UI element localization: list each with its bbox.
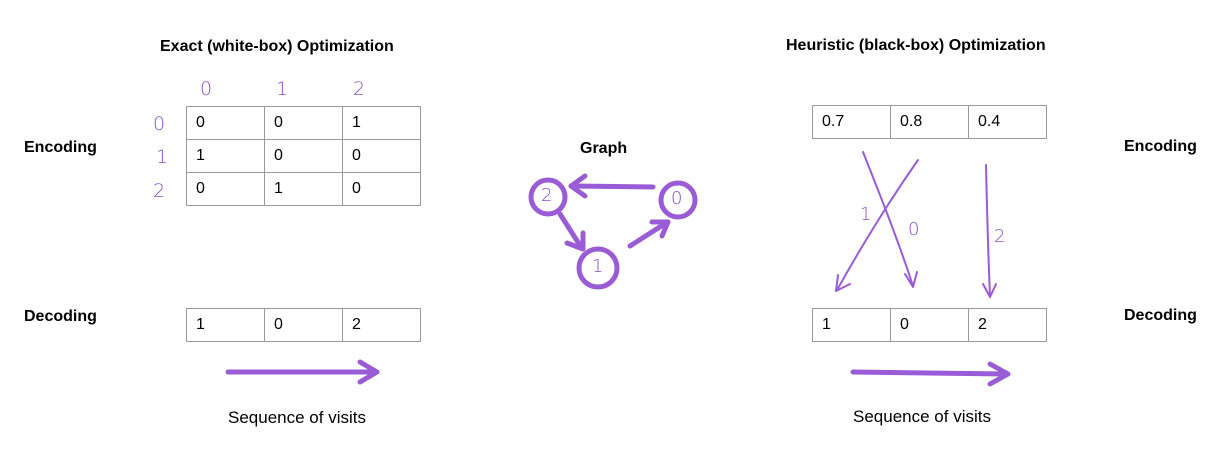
decoding-cell: 2 bbox=[968, 308, 1047, 342]
right-decoding-row: 1 0 2 bbox=[812, 308, 1047, 342]
right-decoding-label: Decoding bbox=[1124, 307, 1197, 324]
graph-node-1-label: 1 bbox=[592, 256, 604, 277]
matrix-cell: 0 bbox=[186, 106, 265, 140]
matrix-row: 0 1 0 bbox=[186, 172, 421, 206]
decoding-cell: 2 bbox=[342, 308, 421, 342]
graph-node-1-circle bbox=[576, 246, 620, 290]
edge-0-to-2 bbox=[568, 173, 656, 199]
matrix-row: 0 0 1 bbox=[186, 106, 421, 140]
matrix-cell: 1 bbox=[342, 106, 421, 140]
left-title: Exact (white-box) Optimization bbox=[160, 38, 394, 55]
encoding-matrix: 0 0 1 1 0 0 0 1 0 bbox=[186, 106, 421, 206]
left-sequence-arrow bbox=[225, 359, 380, 385]
encoding-cell: 0.7 bbox=[812, 105, 891, 139]
arrow-label-2: 2 bbox=[994, 226, 1006, 247]
arrow-to-second-position bbox=[862, 151, 918, 288]
row-header-2: 2 bbox=[153, 180, 166, 202]
graph-node-2-label: 2 bbox=[541, 185, 553, 206]
graph-node-0-label: 0 bbox=[671, 188, 683, 209]
right-caption: Sequence of visits bbox=[853, 407, 991, 426]
decoding-cell: 0 bbox=[890, 308, 969, 342]
right-encoding-row: 0.7 0.8 0.4 bbox=[812, 105, 1047, 139]
matrix-cell: 0 bbox=[264, 106, 343, 140]
edge-1-to-0 bbox=[627, 219, 671, 249]
decoding-row: 1 0 2 bbox=[186, 308, 421, 342]
encoding-row: 0.7 0.8 0.4 bbox=[812, 105, 1047, 139]
arrow-to-third-position bbox=[982, 164, 997, 298]
arrow-label-0: 0 bbox=[908, 219, 920, 240]
left-decoding-row: 1 0 2 bbox=[186, 308, 421, 342]
graph-node-2-circle bbox=[528, 177, 568, 217]
column-header-2: 2 bbox=[353, 78, 366, 100]
decoding-row: 1 0 2 bbox=[812, 308, 1047, 342]
graph-node-0-circle bbox=[658, 180, 698, 220]
matrix-cell: 0 bbox=[186, 172, 265, 206]
column-header-1: 1 bbox=[276, 78, 289, 100]
right-title: Heuristic (black-box) Optimization bbox=[786, 37, 1046, 54]
left-decoding-label: Decoding bbox=[24, 308, 97, 325]
encoding-cell: 0.4 bbox=[968, 105, 1047, 139]
column-header-0: 0 bbox=[200, 78, 213, 100]
arrow-to-first-position bbox=[835, 159, 919, 292]
left-encoding-label: Encoding bbox=[24, 139, 97, 156]
matrix-row: 1 0 0 bbox=[186, 139, 421, 173]
left-caption: Sequence of visits bbox=[228, 408, 366, 427]
right-encoding-label: Encoding bbox=[1124, 138, 1197, 155]
decoding-cell: 0 bbox=[264, 308, 343, 342]
row-header-1: 1 bbox=[156, 146, 169, 168]
right-sequence-arrow bbox=[850, 361, 1011, 387]
row-header-0: 0 bbox=[153, 113, 166, 135]
edge-2-to-1 bbox=[557, 211, 586, 252]
matrix-cell: 1 bbox=[264, 172, 343, 206]
graph-title: Graph bbox=[580, 140, 628, 157]
matrix-cell: 0 bbox=[342, 172, 421, 206]
arrow-label-1: 1 bbox=[860, 204, 872, 225]
